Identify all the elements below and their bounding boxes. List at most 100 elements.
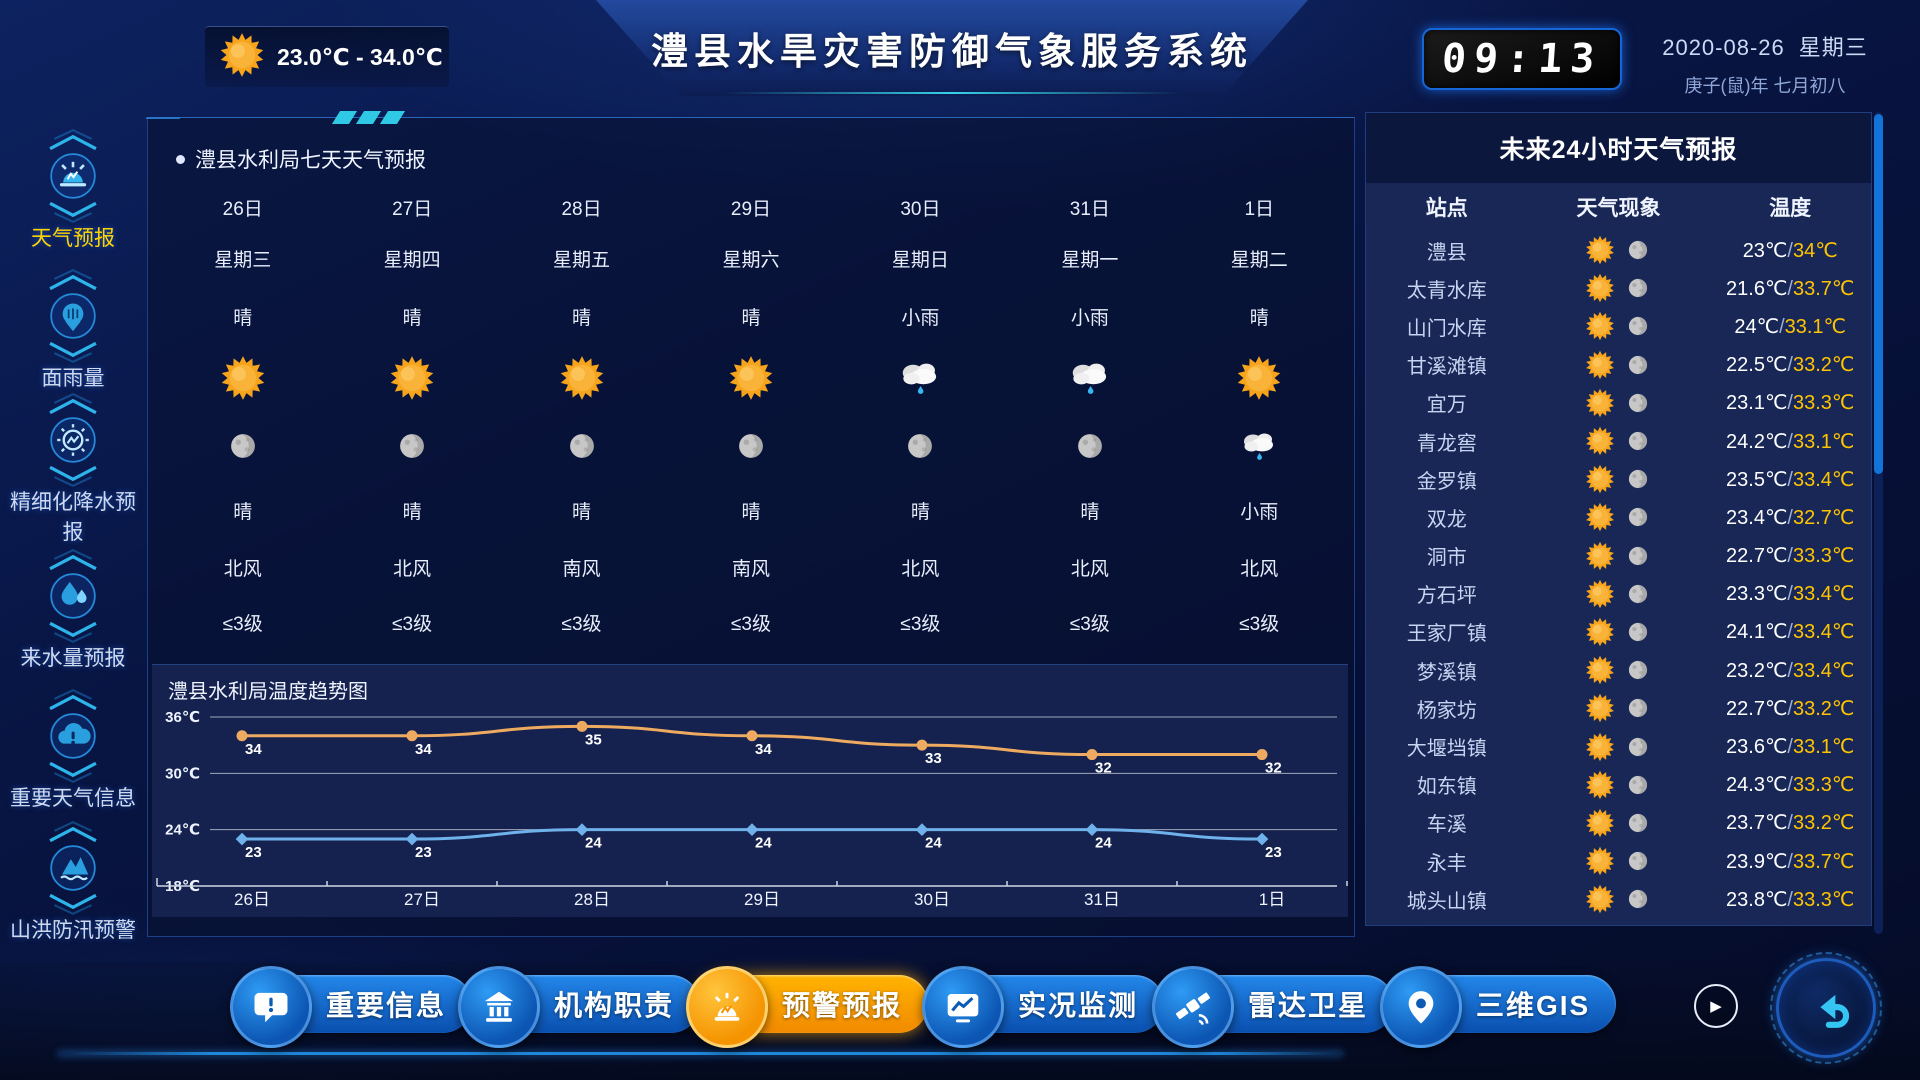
next24h-row[interactable]: 洞市 22.7℃/33.3℃ <box>1366 537 1871 575</box>
nav-button-2[interactable]: 机构职责 <box>458 966 701 1048</box>
next24h-row[interactable]: 永丰 23.9℃/33.7℃ <box>1366 842 1871 880</box>
weather-icons-cell <box>1528 350 1710 380</box>
inflow-forecast-icon <box>49 548 97 644</box>
nav-button-4[interactable]: 实况监测 <box>922 966 1165 1048</box>
flood-warning-icon <box>49 820 97 916</box>
forecast-wind-level: ≤3级 <box>561 613 602 635</box>
temp-range-text: 23.0℃ - 34.0℃ <box>277 43 443 70</box>
svg-text:23: 23 <box>415 844 432 861</box>
forecast-wind-direction: 北风 <box>1070 559 1109 580</box>
next24h-title: 未来24小时天气预报 <box>1366 113 1871 183</box>
weather-icons-cell <box>1528 846 1710 876</box>
next24h-row[interactable]: 梦溪镇 23.2℃/33.4℃ <box>1366 651 1871 689</box>
station-name: 洞市 <box>1426 547 1467 570</box>
weather-icons-cell <box>1528 426 1710 456</box>
forecast-weekday: 星期日 <box>891 250 949 271</box>
sidebar-item-label: 天气预报 <box>31 227 115 250</box>
temperature-trend-panel: 澧县水利局温度趋势图 36℃ 30℃ 24℃ 18℃ 26日 27日 28日 29日 30日 31… <box>152 664 1348 917</box>
next24h-row[interactable]: 宜万 23.1℃/33.3℃ <box>1366 384 1871 422</box>
next24h-row[interactable]: 澧县 23℃/34℃ <box>1366 231 1871 269</box>
sun-icon <box>729 356 773 400</box>
forecast-day-column: 28日 星期五 晴 晴 南风 ≤3级 <box>497 184 666 648</box>
forecast-weekday: 星期五 <box>553 250 611 271</box>
forecast-day-column: 26日 星期三 晴 晴 北风 ≤3级 <box>158 184 327 648</box>
svg-text:30日: 30日 <box>914 890 950 909</box>
temp-high: 33.4℃ <box>1792 468 1855 491</box>
next24h-row[interactable]: 杨家坊 22.7℃/33.2℃ <box>1366 689 1871 727</box>
sun-icon <box>1586 770 1615 799</box>
nav-play-button[interactable]: ▶ <box>1694 984 1738 1028</box>
next24h-row[interactable]: 山门水库 24℃/33.1℃ <box>1366 307 1871 345</box>
sidebar-item-2[interactable]: 面雨量 <box>4 268 142 394</box>
next24h-row[interactable]: 太青水库 21.6℃/33.7℃ <box>1366 269 1871 307</box>
forecast-day-column: 1日 星期二 晴 小雨 北风 ≤3级 <box>1175 184 1344 648</box>
svg-text:24: 24 <box>925 835 942 852</box>
sun-icon <box>1586 617 1615 647</box>
weather-icons-cell <box>1528 579 1710 609</box>
next24h-row[interactable]: 青龙窖 24.2℃/33.1℃ <box>1366 422 1871 460</box>
forecast-day-icon-cell <box>1236 345 1282 411</box>
next24h-row[interactable]: 方石坪 23.3℃/33.4℃ <box>1366 575 1871 613</box>
next24h-row[interactable]: 金罗镇 23.5℃/33.4℃ <box>1366 460 1871 498</box>
next24h-row-list: 澧县 23℃/34℃ 太青水库 21.6℃/33.7℃ 山门水库 24℃/33.1℃… <box>1366 231 1871 925</box>
nav-button-3[interactable]: 预警预报 <box>686 966 929 1048</box>
temperature-cell: 24.3℃/33.3℃ <box>1726 774 1855 797</box>
moon-icon <box>1629 317 1648 336</box>
station-name: 金罗镇 <box>1416 470 1477 493</box>
nav-button-label: 预警预报 <box>782 990 903 1021</box>
forecast-day-icon-cell <box>897 345 943 411</box>
sun-icon <box>1586 732 1615 761</box>
sidebar-item-3[interactable]: 精细化降水预报 <box>4 392 142 548</box>
next24h-row[interactable]: 双龙 23.4℃/32.7℃ <box>1366 498 1871 536</box>
forecast-wind-level: ≤3级 <box>1069 613 1110 635</box>
forecast-7day-panel: 澧县水利局七天天气预报 26日 星期三 晴 晴 北风 ≤3级 27日 星期四 晴 … <box>125 111 1355 937</box>
temp-high: 33.7℃ <box>1792 277 1855 300</box>
next24h-row[interactable]: 大堰垱镇 23.6℃/33.1℃ <box>1366 727 1871 765</box>
temperature-cell: 23.1℃/33.3℃ <box>1726 392 1855 415</box>
svg-text:23: 23 <box>1265 844 1282 861</box>
temp-high: 33.1℃ <box>1784 315 1847 338</box>
temp-high: 33.1℃ <box>1792 430 1855 453</box>
bullet-dot-icon <box>176 154 185 164</box>
nav-button-6[interactable]: 三维GIS <box>1380 966 1617 1048</box>
forecast-wind-direction: 北风 <box>1240 559 1279 580</box>
forecast-wind-direction: 南风 <box>731 559 770 580</box>
next24h-scrollbar-thumb[interactable] <box>1874 114 1883 474</box>
nav-button-1[interactable]: 重要信息 <box>230 966 473 1048</box>
sidebar-item-1[interactable]: 天气预报 <box>4 128 142 254</box>
forecast-date: 1日 <box>1244 198 1275 220</box>
gis-pin-icon <box>1380 966 1462 1048</box>
next24h-row[interactable]: 车溪 23.7℃/33.2℃ <box>1366 804 1871 842</box>
temperature-cell: 23.8℃/33.3℃ <box>1726 888 1855 911</box>
temperature-cell: 23.3℃/33.4℃ <box>1726 583 1855 606</box>
station-name: 梦溪镇 <box>1416 661 1477 684</box>
station-name: 双龙 <box>1426 508 1467 531</box>
gregorian-date: 2020-08-26 星期三 <box>1662 35 1868 60</box>
station-name: 杨家坊 <box>1416 699 1477 722</box>
moon-icon <box>1629 240 1648 260</box>
weather-icons-cell <box>1528 655 1710 685</box>
next24h-row[interactable]: 王家厂镇 24.1℃/33.4℃ <box>1366 613 1871 651</box>
station-name: 方石坪 <box>1416 585 1477 608</box>
next24h-row[interactable]: 如东镇 24.3℃/33.3℃ <box>1366 766 1871 804</box>
sidebar-item-6[interactable]: 山洪防汛预警 <box>4 820 142 946</box>
temp-low: 23.8℃ <box>1726 888 1788 911</box>
important-weather-icon <box>49 688 97 784</box>
next24h-row[interactable]: 城头山镇 23.8℃/33.3℃ <box>1366 880 1871 918</box>
sidebar-item-4[interactable]: 来水量预报 <box>4 548 142 674</box>
temperature-cell: 21.6℃/33.7℃ <box>1726 277 1855 300</box>
svg-text:35: 35 <box>585 731 602 748</box>
svg-text:27日: 27日 <box>404 890 440 909</box>
return-button[interactable] <box>1770 952 1882 1064</box>
temp-low: 23.5℃ <box>1726 468 1788 491</box>
next24h-row[interactable]: 甘溪滩镇 22.5℃/33.2℃ <box>1366 346 1871 384</box>
temp-low: 23.7℃ <box>1726 812 1788 835</box>
weather-icons-cell <box>1528 464 1710 494</box>
nav-button-5[interactable]: 雷达卫星 <box>1152 966 1395 1048</box>
station-name: 太青水库 <box>1406 279 1487 302</box>
next24h-scrollbar-track[interactable] <box>1874 112 1883 934</box>
sidebar-item-5[interactable]: 重要天气信息 <box>4 688 142 814</box>
temperature-cell: 23.9℃/33.7℃ <box>1726 850 1855 873</box>
temp-low: 23.3℃ <box>1726 583 1788 606</box>
